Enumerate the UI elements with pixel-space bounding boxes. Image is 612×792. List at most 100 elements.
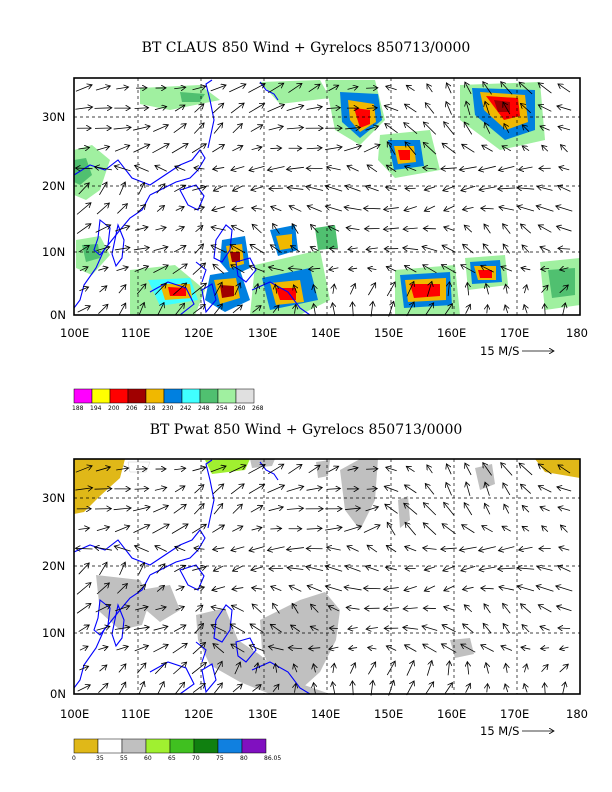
panel1-wind-vector	[479, 187, 496, 190]
panel1-wind-vector	[95, 86, 110, 91]
panel1-wind-vector	[558, 186, 571, 192]
panel2-wind-vector	[464, 503, 473, 516]
panel2-wind-vector	[499, 587, 514, 590]
panel1-wind-vector	[465, 82, 472, 95]
panel2-wind-vector	[386, 646, 397, 651]
panel2-wind-vector	[347, 546, 359, 552]
panel1-wind-vector	[211, 245, 226, 253]
panel1-wind-vector	[484, 224, 491, 234]
panel2-wind-vector	[444, 683, 452, 694]
panel1-wind-vector	[503, 102, 511, 115]
panel1-wind-vector	[346, 228, 360, 230]
panel1-wind-vector	[467, 283, 468, 296]
panel1-wind-vector	[118, 285, 126, 294]
panel1-wind-vector	[403, 228, 418, 229]
panel1-wind-vector	[329, 268, 339, 270]
panel2-wind-vector	[522, 526, 530, 531]
panel1-wind-vector	[517, 206, 535, 212]
panel1-wind-vector	[422, 246, 438, 252]
panel2-wind-vector	[365, 566, 379, 572]
panel1-wind-vector	[214, 282, 222, 296]
panel1-wind-vector	[118, 303, 126, 316]
panel2-wind-vector	[213, 503, 223, 515]
panel1-wind-vector	[133, 126, 150, 131]
panel2-wind-vector	[442, 625, 456, 633]
panel1-wind-vector	[367, 165, 378, 173]
panel1-wind-vector	[210, 85, 226, 92]
panel2-wind-vector	[524, 684, 527, 693]
panel1-wind-vector	[557, 106, 572, 111]
panel1-wind-vector	[175, 303, 184, 315]
panel1-colorbar-label: 268	[252, 405, 264, 412]
panel1-wind-vector	[232, 123, 243, 134]
panel1-wind-vector	[211, 227, 226, 230]
panel2-wind-vector	[465, 683, 471, 693]
panel2-wind-vector	[94, 489, 112, 490]
panel2-wind-vector	[96, 527, 110, 531]
panel1-wind-vector	[289, 206, 302, 212]
panel1-wind-vector	[444, 304, 452, 315]
panel2-wind-vector	[503, 483, 511, 496]
panel1-wind-vector	[387, 142, 396, 155]
panel2-wind-vector	[405, 546, 417, 552]
panel1-wind-vector	[295, 304, 296, 314]
panel2-wind-vector	[295, 683, 296, 693]
panel1-wind-vector	[175, 227, 185, 231]
panel1-lon-label: 160E	[437, 326, 466, 340]
panel2-wind-vector	[156, 564, 165, 574]
panel2-wind-vector	[95, 605, 111, 613]
panel2-wind-vector	[119, 562, 126, 576]
panel2-wind-vector	[404, 586, 417, 590]
panel2-wind-vector	[250, 505, 263, 513]
panel1-wind-vector	[368, 283, 375, 296]
panel1-colorbar-label: 200	[108, 405, 120, 412]
panel2-colorbar: 0 35 55 60 65 70 75 80 86.05	[72, 738, 281, 762]
panel2-wind-vector	[311, 604, 319, 613]
panel1-wind-vector	[230, 103, 244, 114]
panel2-wind-vector	[444, 607, 455, 610]
panel2-wind-vector	[423, 503, 437, 516]
panel1-wind-vector	[309, 268, 321, 269]
panel1-wind-vector	[293, 285, 296, 294]
panel1-wind-vector	[133, 144, 149, 153]
panel1-wind-vector	[96, 146, 110, 150]
panel2-wind-vector	[232, 588, 244, 590]
panel2-map: 30N 20N 10N 0N 100E 110E 120E 130E 140E …	[42, 458, 588, 762]
panel1-wind-vector	[446, 83, 452, 94]
panel1-wind-vector	[114, 145, 130, 152]
panel2-wind-vector	[155, 607, 166, 610]
panel1-wind-vector	[544, 304, 545, 315]
panel1-lat-label: 10N	[42, 245, 65, 259]
panel1-wind-vector	[365, 186, 379, 192]
panel1-wind-vector	[192, 187, 206, 191]
panel1-wind-vector	[212, 207, 226, 211]
panel1-wind-vector	[425, 303, 434, 316]
panel1-wind-vector	[116, 267, 129, 271]
panel2-wind-vector	[78, 563, 90, 575]
panel1-wind-vector	[78, 183, 90, 195]
panel1-wind-vector	[344, 207, 362, 210]
panel1-wind-vector	[287, 187, 304, 189]
panel2-wind-vector	[520, 604, 532, 614]
panel2-wind-vector	[348, 627, 358, 629]
panel2-wind-vector	[386, 467, 397, 471]
panel2-wind-vector	[267, 464, 284, 475]
panel2-wind-vector	[383, 608, 399, 609]
panel1-wind-vector	[499, 207, 514, 210]
panel2-wind-vector	[157, 682, 164, 695]
panel1-wind-vector	[537, 186, 553, 191]
panel1-wind-vector	[423, 168, 437, 170]
panel1-wind-vector	[77, 306, 91, 313]
panel2-wind-vector	[559, 547, 570, 550]
panel2-wind-vector	[133, 627, 149, 629]
panel1-colorbar-label: 218	[144, 405, 156, 412]
panel2-colorbar-label: 65	[168, 755, 176, 762]
panel2-wind-vector	[346, 607, 360, 609]
panel2-wind-vector	[524, 664, 526, 673]
panel2-lon-label: 130E	[248, 707, 277, 721]
panel1-wind-vector	[363, 144, 380, 153]
panel2-wind-vector	[557, 487, 572, 492]
panel1-wind-vector	[79, 287, 88, 291]
panel2-wind-vector	[78, 625, 90, 632]
panel1-wind-vector	[157, 303, 164, 316]
